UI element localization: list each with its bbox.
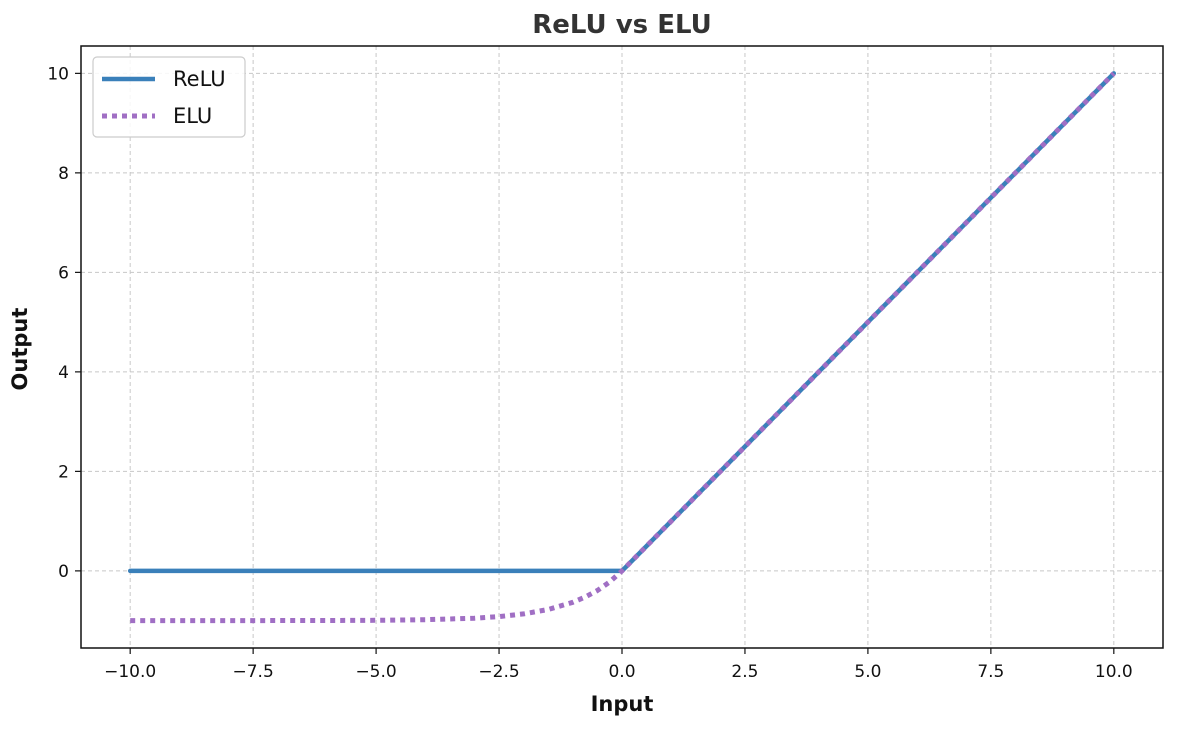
x-tick-label: −5.0 [355, 662, 396, 682]
series-line-elu [130, 71, 1116, 624]
y-tick-label: 8 [58, 164, 69, 184]
y-tick-label: 0 [58, 562, 69, 582]
x-axis-label: Input [591, 692, 654, 716]
legend-label-relu: ReLU [173, 67, 226, 91]
series-layer [127, 71, 1117, 624]
x-tick-label: −10.0 [104, 662, 156, 682]
x-tick-label: 7.5 [977, 662, 1004, 682]
x-tick-label: 5.0 [854, 662, 881, 682]
y-tick-label: 4 [58, 363, 69, 383]
x-tick-label: −7.5 [232, 662, 273, 682]
x-tick-label: 2.5 [731, 662, 758, 682]
legend: ReLU ELU [92, 56, 246, 138]
x-tick-label: 0.0 [608, 662, 635, 682]
legend-label-elu: ELU [173, 104, 212, 128]
y-tick-label: 6 [58, 263, 69, 283]
y-tick-label: 10 [47, 64, 69, 84]
x-axis: −10.0 −7.5 −5.0 −2.5 0.0 2.5 5.0 7.5 10.0 [104, 648, 1133, 682]
y-axis-label: Output [8, 308, 32, 391]
y-axis: 0 2 4 6 8 10 [47, 64, 81, 582]
x-tick-label: 10.0 [1095, 662, 1133, 682]
chart-title: ReLU vs ELU [532, 10, 711, 40]
x-tick-label: −2.5 [478, 662, 519, 682]
y-tick-label: 2 [58, 462, 69, 482]
